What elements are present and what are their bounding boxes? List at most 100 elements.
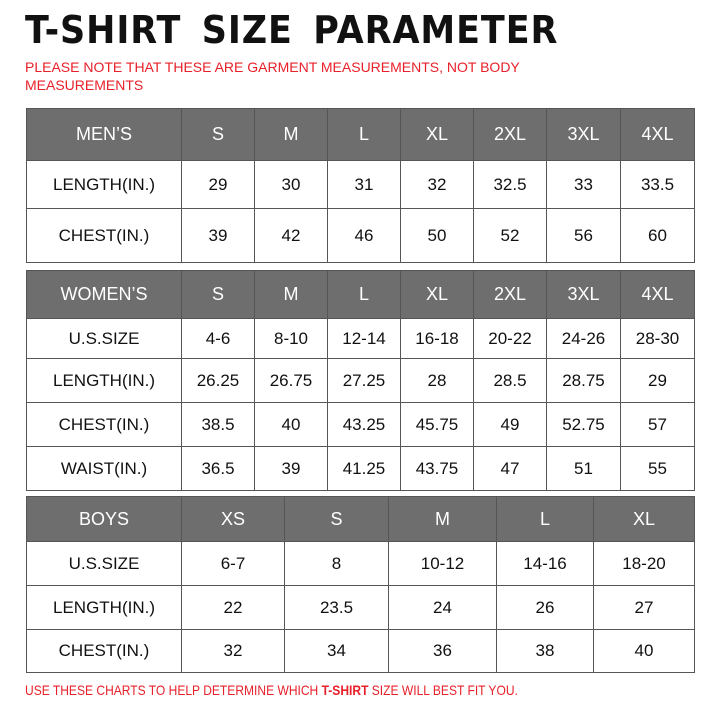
table-cell: 32 — [400, 160, 474, 209]
header-cell: 3XL — [546, 270, 621, 319]
header-cell: 3XL — [546, 108, 621, 161]
table-cell: 47 — [473, 446, 547, 491]
header-cell: M — [254, 108, 328, 161]
table-row: CHEST(IN.) 39 42 46 50 52 56 60 — [26, 208, 695, 263]
table-cell: 22 — [181, 585, 285, 630]
table-cell: 34 — [284, 629, 389, 673]
table-header-row: BOYS XS S M L XL — [26, 496, 695, 542]
header-cell: M — [254, 270, 328, 319]
table-cell: 4-6 — [181, 318, 255, 359]
table-cell: 8-10 — [254, 318, 328, 359]
table-cell: 36.5 — [181, 446, 255, 491]
header-cell: M — [388, 496, 497, 542]
header-cell: XL — [400, 270, 474, 319]
header-cell: BOYS — [26, 496, 182, 542]
row-label-cell: CHEST(IN.) — [26, 402, 182, 447]
row-label-cell: U.S.SIZE — [26, 318, 182, 359]
page-title: T-SHIRT SIZE PARAMETER — [25, 8, 559, 52]
table-cell: 31 — [327, 160, 401, 209]
table-cell: 43.75 — [400, 446, 474, 491]
table-cell: 30 — [254, 160, 328, 209]
table-cell: 39 — [181, 208, 255, 263]
table-cell: 26 — [496, 585, 594, 630]
row-label-cell: WAIST(IN.) — [26, 446, 182, 491]
table-cell: 29 — [620, 358, 695, 403]
women-size-table: WOMEN’S S M L XL 2XL 3XL 4XL U.S.SIZE 4-6 8-10 12-1… — [26, 270, 695, 491]
header-cell: L — [327, 270, 401, 319]
men-size-table: MEN’S S M L XL 2XL 3XL 4XL LENGTH(IN.) 29 30 31 32 32… — [26, 108, 695, 263]
table-cell: 43.25 — [327, 402, 401, 447]
header-cell: XL — [593, 496, 695, 542]
table-cell: 32 — [181, 629, 285, 673]
table-cell: 38 — [496, 629, 594, 673]
table-cell: 23.5 — [284, 585, 389, 630]
row-label-cell: CHEST(IN.) — [26, 629, 182, 673]
table-cell: 56 — [546, 208, 621, 263]
table-row: CHEST(IN.) 38.5 40 43.25 45.75 49 52.75 57 — [26, 402, 695, 447]
table-cell: 28.75 — [546, 358, 621, 403]
table-cell: 28-30 — [620, 318, 695, 359]
table-row: LENGTH(IN.) 29 30 31 32 32.5 33 33.5 — [26, 160, 695, 209]
row-label-cell: LENGTH(IN.) — [26, 585, 182, 630]
table-cell: 41.25 — [327, 446, 401, 491]
table-cell: 27.25 — [327, 358, 401, 403]
table-cell: 26.25 — [181, 358, 255, 403]
table-cell: 42 — [254, 208, 328, 263]
table-cell: 24 — [388, 585, 497, 630]
table-cell: 14-16 — [496, 541, 594, 586]
boys-size-table: BOYS XS S M L XL U.S.SIZE 6-7 8 10-12 14-16 18-20 LE… — [26, 496, 695, 673]
row-label-cell: CHEST(IN.) — [26, 208, 182, 263]
footer-note: USE THESE CHARTS TO HELP DETERMINE WHICH… — [25, 682, 518, 698]
footer-emphasis: T-SHIRT — [321, 682, 369, 698]
table-row: CHEST(IN.) 32 34 36 38 40 — [26, 629, 695, 673]
row-label-cell: LENGTH(IN.) — [26, 358, 182, 403]
table-cell: 36 — [388, 629, 497, 673]
table-cell: 12-14 — [327, 318, 401, 359]
header-cell: L — [496, 496, 594, 542]
table-cell: 38.5 — [181, 402, 255, 447]
table-row: WAIST(IN.) 36.5 39 41.25 43.75 47 51 55 — [26, 446, 695, 491]
table-cell: 40 — [593, 629, 695, 673]
table-cell: 27 — [593, 585, 695, 630]
table-row: U.S.SIZE 4-6 8-10 12-14 16-18 20-22 24-26 28-30 — [26, 318, 695, 359]
table-cell: 52 — [473, 208, 547, 263]
table-cell: 52.75 — [546, 402, 621, 447]
table-header-row: WOMEN’S S M L XL 2XL 3XL 4XL — [26, 270, 695, 319]
table-row: LENGTH(IN.) 26.25 26.75 27.25 28 28.5 28.75 29 — [26, 358, 695, 403]
table-cell: 50 — [400, 208, 474, 263]
table-cell: 29 — [181, 160, 255, 209]
header-cell: XL — [400, 108, 474, 161]
table-cell: 33 — [546, 160, 621, 209]
table-cell: 6-7 — [181, 541, 285, 586]
table-cell: 46 — [327, 208, 401, 263]
table-cell: 33.5 — [620, 160, 695, 209]
garment-note: PLEASE NOTE THAT THESE ARE GARMENT MEASU… — [25, 59, 520, 93]
table-cell: 39 — [254, 446, 328, 491]
table-cell: 40 — [254, 402, 328, 447]
footer-text-end: SIZE WILL BEST FIT YOU. — [368, 682, 518, 698]
table-cell: 26.75 — [254, 358, 328, 403]
table-cell: 60 — [620, 208, 695, 263]
table-cell: 55 — [620, 446, 695, 491]
header-cell: WOMEN’S — [26, 270, 182, 319]
table-cell: 10-12 — [388, 541, 497, 586]
header-cell: L — [327, 108, 401, 161]
header-cell: S — [181, 108, 255, 161]
header-cell: S — [284, 496, 389, 542]
header-cell: 4XL — [620, 108, 695, 161]
row-label-cell: U.S.SIZE — [26, 541, 182, 586]
header-cell: XS — [181, 496, 285, 542]
table-cell: 24-26 — [546, 318, 621, 359]
header-cell: MEN’S — [26, 108, 182, 161]
table-cell: 8 — [284, 541, 389, 586]
table-cell: 32.5 — [473, 160, 547, 209]
header-cell: 2XL — [473, 108, 547, 161]
header-cell: S — [181, 270, 255, 319]
table-cell: 20-22 — [473, 318, 547, 359]
header-cell: 4XL — [620, 270, 695, 319]
row-label-cell: LENGTH(IN.) — [26, 160, 182, 209]
table-cell: 28.5 — [473, 358, 547, 403]
table-cell: 16-18 — [400, 318, 474, 359]
table-row: U.S.SIZE 6-7 8 10-12 14-16 18-20 — [26, 541, 695, 586]
footer-text: USE THESE CHARTS TO HELP DETERMINE WHICH — [25, 682, 322, 698]
